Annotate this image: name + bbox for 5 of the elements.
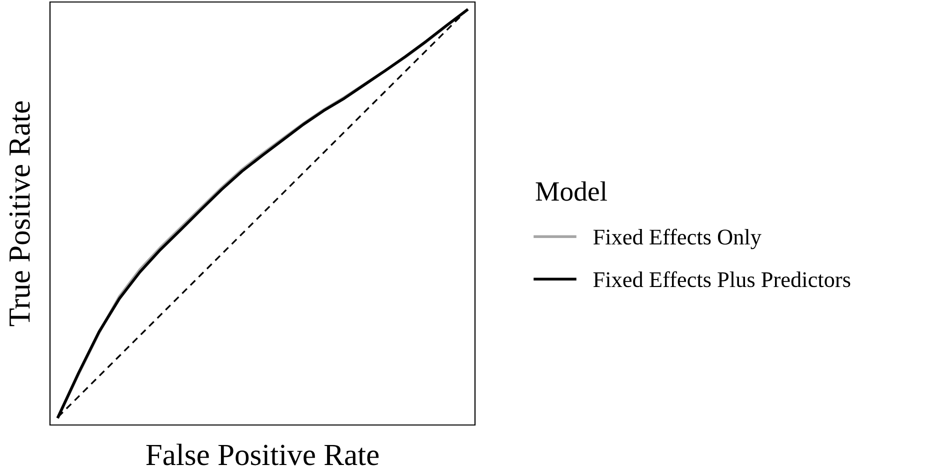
x-axis-title: False Positive Rate — [146, 444, 379, 466]
legend-title: Model — [536, 181, 607, 201]
legend-label: Fixed Effects Plus Predictors — [593, 271, 850, 288]
y-axis-title: True Positive Rate — [9, 101, 30, 326]
legend-label: Fixed Effects Only — [593, 228, 762, 250]
